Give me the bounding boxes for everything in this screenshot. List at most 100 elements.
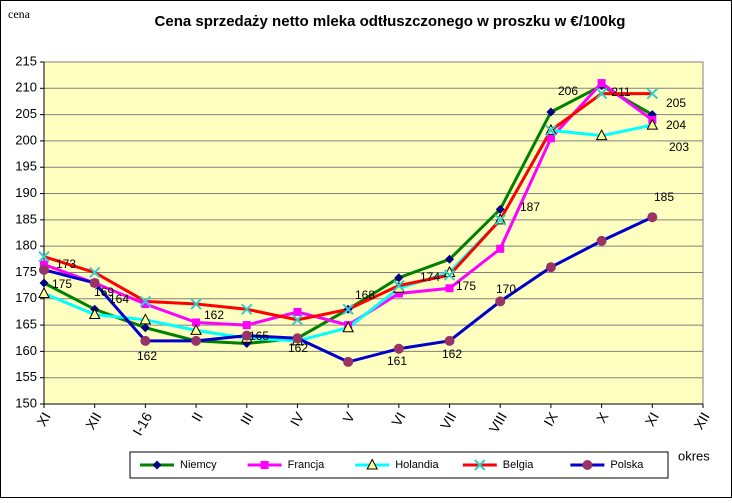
marker	[141, 300, 150, 309]
marker	[88, 266, 101, 279]
marker	[495, 296, 506, 307]
data-label: 174	[420, 270, 440, 284]
marker	[393, 343, 404, 354]
marker	[496, 244, 505, 253]
marker	[445, 284, 454, 293]
legend-label: Holandia	[395, 459, 439, 471]
data-label: 204	[666, 118, 686, 132]
marker	[140, 335, 151, 346]
data-label: 162	[137, 349, 157, 363]
data-label: 162	[442, 347, 462, 361]
data-label: 175	[52, 277, 72, 291]
marker	[546, 107, 556, 117]
legend-marker	[474, 459, 486, 471]
marker	[39, 278, 49, 288]
y-tick-label: 185	[15, 211, 37, 226]
y-tick-label: 160	[15, 343, 37, 358]
y-tick-label: 215	[15, 53, 37, 68]
plot-area	[43, 61, 704, 405]
marker	[495, 204, 505, 214]
marker	[445, 254, 455, 264]
marker	[647, 212, 658, 223]
marker	[88, 307, 101, 320]
y-tick-label: 210	[15, 80, 37, 95]
data-label: 162	[288, 341, 308, 355]
y-tick-label: 170	[15, 290, 37, 305]
marker	[139, 313, 152, 325]
marker	[291, 314, 304, 326]
data-label: 162	[204, 308, 224, 322]
y-tick-label: 155	[15, 369, 37, 384]
marker	[595, 129, 608, 141]
data-label: 203	[669, 140, 689, 154]
marker	[192, 318, 201, 327]
data-label: 175	[456, 279, 476, 293]
marker	[242, 321, 251, 330]
marker	[595, 87, 608, 100]
y-tick-label: 150	[15, 395, 37, 410]
marker	[40, 260, 48, 269]
x-tick-label: VII	[437, 409, 459, 432]
legend: Niemcy Francja Holandia Belgia Polska	[129, 451, 669, 479]
x-tick-label: XII	[690, 409, 712, 432]
y-tick-label: 165	[15, 317, 37, 332]
legend-marker	[582, 460, 593, 470]
marker	[546, 134, 555, 143]
marker	[444, 335, 455, 346]
data-label: 211	[611, 85, 630, 99]
marker	[545, 262, 556, 273]
marker	[646, 118, 659, 130]
y-tick-label: 180	[15, 238, 37, 253]
legend-label: Polska	[610, 459, 644, 471]
marker	[646, 87, 659, 100]
data-label: 168	[355, 288, 375, 302]
marker	[393, 279, 405, 292]
marker	[342, 303, 354, 315]
marker	[394, 289, 403, 298]
marker	[443, 269, 456, 281]
marker	[38, 250, 50, 263]
data-label: 164	[109, 292, 129, 306]
marker	[596, 235, 607, 246]
y-tick-label: 195	[15, 159, 37, 174]
legend-marker	[152, 460, 162, 470]
data-label: 169	[94, 285, 114, 299]
y-tick-label: 190	[15, 185, 37, 200]
marker	[597, 79, 606, 88]
data-label: 165	[249, 329, 269, 343]
data-label: 161	[387, 354, 407, 368]
marker	[190, 323, 202, 335]
marker	[394, 273, 404, 283]
marker	[39, 264, 49, 275]
data-label: 185	[654, 190, 674, 204]
marker	[38, 286, 50, 299]
marker	[292, 333, 303, 344]
marker	[241, 330, 252, 341]
marker	[140, 323, 150, 333]
marker	[494, 214, 506, 226]
legend-marker	[260, 461, 269, 469]
marker	[89, 277, 100, 288]
y-tick-label: 205	[15, 106, 37, 121]
data-label: 173	[56, 257, 76, 271]
data-label: 170	[496, 282, 516, 296]
marker	[191, 335, 202, 346]
y-tick-label: 175	[15, 264, 37, 279]
marker	[293, 307, 302, 316]
marker	[545, 124, 557, 137]
marker	[241, 303, 253, 315]
y-axis-label: cena	[8, 7, 31, 21]
marker	[190, 298, 202, 310]
legend-label: Francja	[288, 459, 326, 471]
marker	[139, 295, 152, 308]
marker	[342, 321, 354, 333]
legend-marker	[366, 458, 379, 470]
chart-title: Cena sprzedaży netto mleka odtłuszczoneg…	[155, 13, 626, 30]
legend-label: Niemcy	[180, 459, 217, 471]
marker	[343, 356, 354, 367]
y-tick-label: 200	[15, 132, 37, 147]
legend-label: Belgia	[503, 459, 534, 471]
x-axis-label: okres	[678, 448, 710, 463]
data-label: 187	[520, 200, 540, 214]
